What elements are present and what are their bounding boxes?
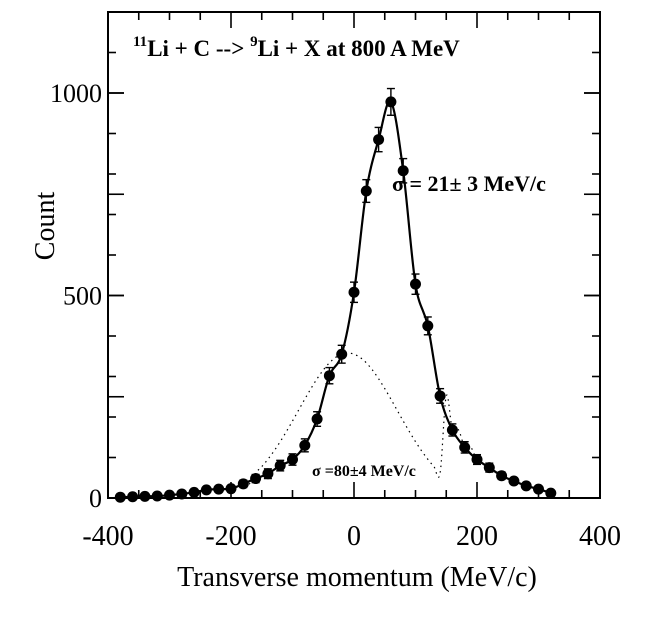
data-point [508,475,520,487]
data-point [274,460,286,472]
data-point [471,454,483,466]
title-superscript-11: 11 [133,34,147,50]
data-point [250,473,262,485]
wide-gaussian-curve [212,352,484,491]
ticks [107,11,601,499]
data-point [213,483,225,495]
x-tick-labels: -400 -200 0 200 400 [82,521,621,552]
data-point [200,484,212,496]
data-point [520,480,532,492]
data-point [176,488,188,500]
y-tick-label: 0 [89,484,102,513]
data-point [545,487,557,499]
data-point [299,439,311,451]
data-point [127,491,139,503]
data-point [410,278,421,290]
y-tick-label: 1000 [50,79,102,108]
data-point [422,320,434,332]
data-point [262,468,274,480]
data-point [336,348,348,360]
data-point [496,470,508,482]
plot-frame [107,11,601,499]
annotation-wide-sigma: σ =80±4 MeV/c [312,463,416,480]
data-point [385,96,397,108]
x-tick-label: -400 [82,521,133,552]
x-tick-label: 0 [347,521,361,552]
data-point [373,134,385,146]
data-point [164,489,175,501]
y-tick-label: 500 [63,282,102,311]
data-point [459,441,471,453]
data-point [151,490,163,502]
y-axis-label: Count [30,192,61,261]
data-point [287,454,298,466]
title-superscript-9: 9 [250,34,258,50]
data-points [114,96,557,503]
annotation-narrow-sigma: σ = 21± 3 MeV/c [392,171,546,196]
data-point [139,490,151,502]
y-tick-labels: 0 500 1000 [50,79,102,513]
data-point [533,483,544,495]
data-point [397,165,409,177]
data-point [311,413,323,425]
title-part-1: Li + C --> [147,36,250,61]
data-point [348,286,360,298]
data-point [323,370,335,382]
data-point [446,424,458,436]
data-point [360,185,372,197]
data-point [434,390,446,402]
chart-title: 11Li + C --> 9Li + X at 800 A MeV [133,34,460,61]
data-point [225,483,237,495]
x-tick-label: 400 [579,521,621,552]
error-bars [116,87,555,500]
data-point [114,491,126,503]
data-point [237,478,249,490]
title-part-2: Li + X at 800 A MeV [258,36,461,61]
x-tick-label: 200 [456,521,498,552]
x-axis-label: Transverse momentum (MeV/c) [177,562,537,593]
x-tick-label: -200 [205,521,256,552]
fit-curve [120,100,552,499]
data-point [483,462,495,474]
data-point [188,486,200,498]
